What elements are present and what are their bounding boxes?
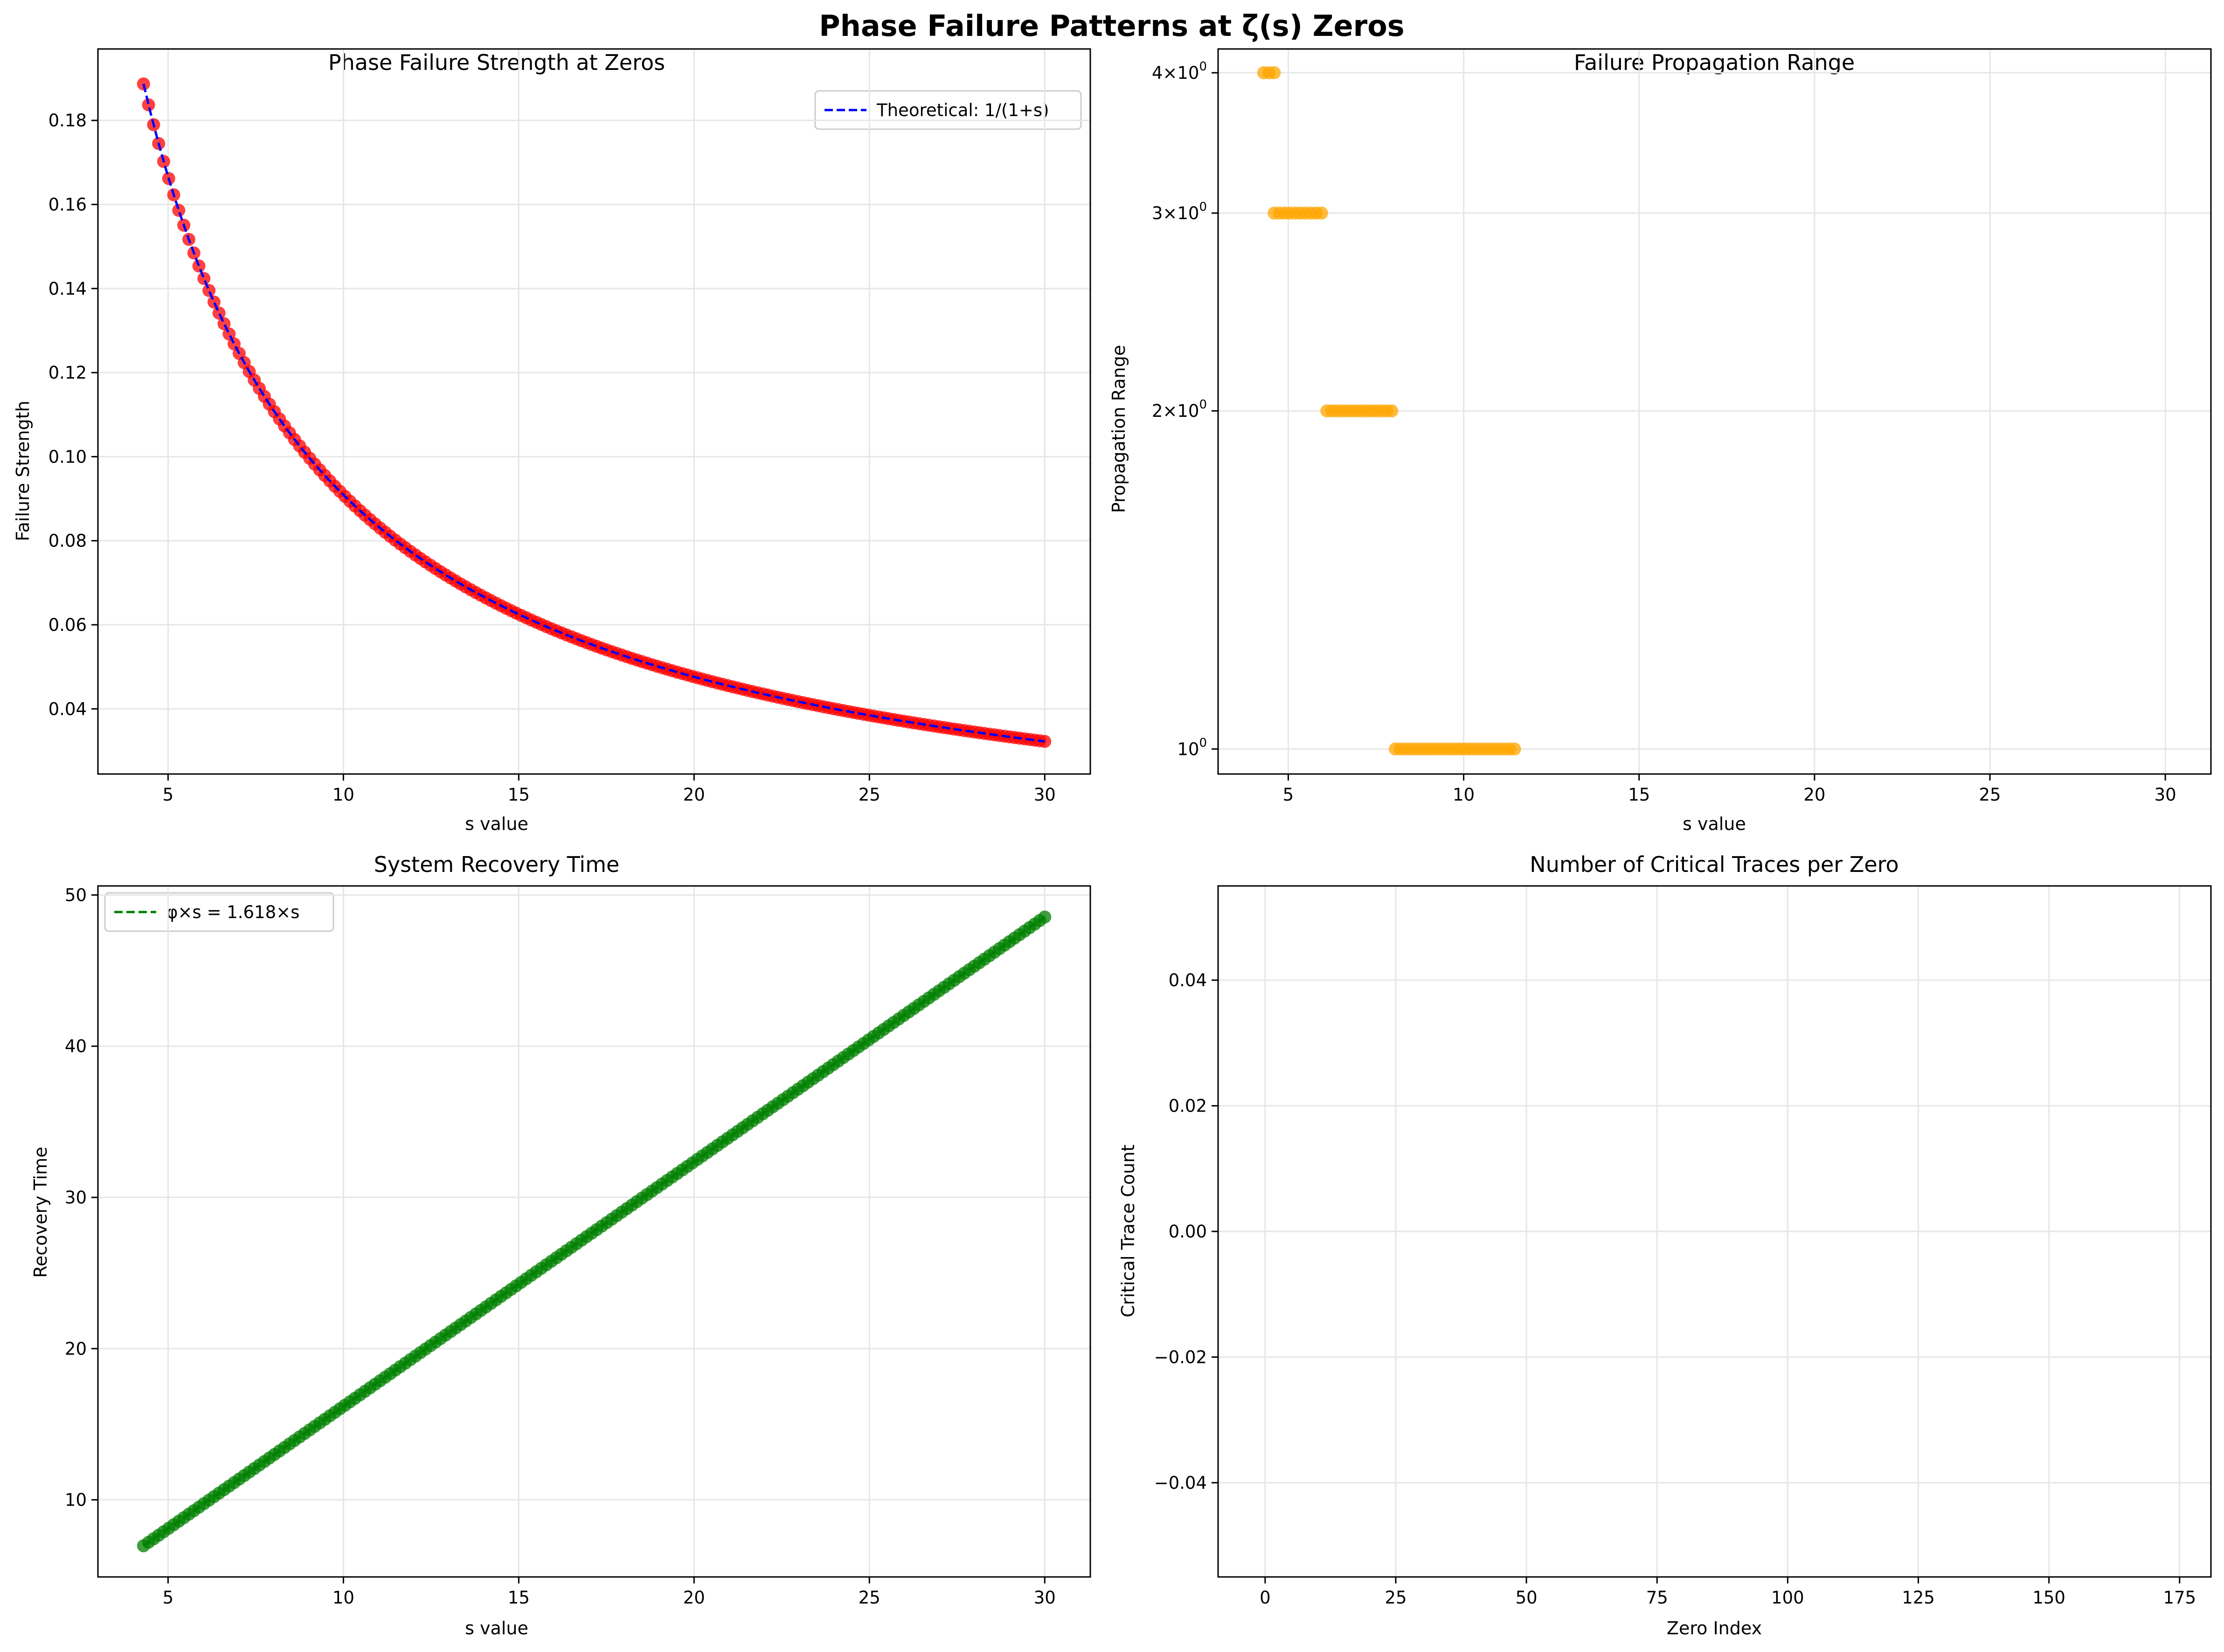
recovery-time-legend: φ×s = 1.618×s [104, 892, 334, 932]
y-tick-label: 0.00 [1169, 1222, 1207, 1242]
x-tick-label: 0 [1260, 1588, 1271, 1608]
failure-strength-ylabel: Failure Strength [13, 401, 33, 541]
x-tick-label: 15 [508, 785, 530, 805]
y-tick-exponent: 0 [1199, 60, 1207, 74]
data-point [1385, 404, 1399, 418]
critical-traces-title: Number of Critical Traces per Zero [1530, 852, 1898, 877]
x-tick-label: 20 [683, 1588, 705, 1608]
recovery-time-ylabel: Recovery Time [30, 1147, 51, 1278]
y-tick-label: −0.04 [1154, 1473, 1207, 1493]
recovery-time-title: System Recovery Time [374, 852, 620, 877]
x-tick-label: 10 [333, 1588, 354, 1608]
y-tick-label: 10 [65, 1490, 87, 1510]
critical-traces-axes: 0 25 50 75 100 125 150 175 −0.04 −0.02 0.00 0.02 0.0… [1154, 885, 2212, 1608]
y-tick-label: 2×100 [1152, 398, 1207, 421]
x-tick-label: 15 [508, 1588, 530, 1608]
y-tick-label: 50 [65, 885, 87, 905]
failure-strength-panel: Phase Failure Strength at Zeros s value … [13, 48, 1091, 834]
y-tick-exponent: 0 [1199, 736, 1207, 750]
x-tick-label: 50 [1516, 1588, 1538, 1608]
propagation-range-title: Failure Propagation Range [1574, 50, 1855, 75]
x-tick-label: 125 [1902, 1588, 1935, 1608]
figure-title: Phase Failure Patterns at ζ(s) Zeros [819, 9, 1404, 43]
x-tick-label: 25 [859, 1588, 880, 1608]
recovery-time-axes: 5 10 15 20 25 30 10 20 30 40 50 [65, 885, 1091, 1608]
y-tick-label: 0.16 [48, 195, 87, 215]
x-tick-label: 30 [1034, 1588, 1056, 1608]
data-point [222, 327, 236, 341]
y-tick-label: 30 [65, 1188, 87, 1208]
x-tick-label: 25 [859, 785, 880, 805]
plot-frame [97, 885, 1091, 1578]
theoretical-curve [142, 83, 1045, 743]
y-tick-label: 0.08 [48, 531, 87, 551]
critical-traces-panel: Number of Critical Traces per Zero Zero … [1118, 852, 2212, 1638]
x-tick-label: 25 [1385, 1588, 1406, 1608]
y-tick-label: 0.14 [48, 279, 87, 299]
x-tick-label: 30 [2155, 785, 2176, 805]
y-tick-label: 0.12 [48, 363, 87, 383]
plot-frame [97, 48, 1091, 775]
y-tick-label: −0.02 [1154, 1347, 1207, 1367]
data-point [212, 306, 226, 320]
critical-traces-ylabel: Critical Trace Count [1118, 1145, 1138, 1318]
y-tick-label: 3×100 [1152, 200, 1207, 223]
data-point [142, 98, 155, 111]
phi-line [143, 916, 1046, 1547]
x-tick-label: 150 [2032, 1588, 2065, 1608]
x-tick-label: 5 [163, 1588, 174, 1608]
y-tick-label: 4×100 [1152, 60, 1207, 83]
y-tick-label: 0.10 [48, 447, 87, 467]
propagation-range-points [1257, 66, 1521, 756]
propagation-range-panel: Failure Propagation Range s value Propag… [1109, 48, 2212, 834]
y-tick-label: 0.06 [48, 615, 87, 635]
data-point [192, 259, 206, 273]
data-point [217, 317, 231, 331]
data-point [197, 272, 211, 285]
y-tick-exponent: 0 [1199, 200, 1207, 214]
y-tick-label: 0.04 [1169, 970, 1207, 990]
recovery-time-panel: System Recovery Time s value Recovery Ti… [30, 852, 1091, 1638]
y-tick-exponent: 0 [1199, 398, 1207, 412]
critical-traces-xlabel: Zero Index [1667, 1618, 1762, 1638]
y-tick-label: 40 [65, 1037, 87, 1057]
legend-frame [814, 90, 1082, 130]
data-point [202, 283, 216, 297]
data-point [1315, 207, 1328, 220]
legend-frame [104, 892, 334, 932]
x-tick-label: 5 [1283, 785, 1294, 805]
x-tick-label: 100 [1771, 1588, 1804, 1608]
data-point [207, 295, 221, 309]
x-tick-label: 20 [1803, 785, 1825, 805]
y-tick-label: 0.02 [1169, 1096, 1207, 1116]
legend-phi-label: φ×s = 1.618×s [166, 902, 299, 922]
propagation-range-xlabel: s value [1683, 814, 1746, 834]
x-tick-label: 30 [1034, 785, 1056, 805]
legend-theoretical-label: Theoretical: 1/(1+s) [876, 100, 1049, 120]
y-tick-label: 0.18 [48, 111, 87, 131]
y-tick-label: 0.04 [48, 699, 87, 719]
failure-strength-xlabel: s value [465, 814, 528, 834]
y-tick-label: 20 [65, 1339, 87, 1359]
propagation-range-ylabel: Propagation Range [1109, 345, 1129, 513]
failure-strength-axes: 5 10 15 20 25 30 0.04 0.06 0.08 0.10 0.12 0.14 0.16 0… [48, 48, 1091, 805]
data-point [1268, 66, 1281, 80]
x-tick-label: 15 [1628, 785, 1650, 805]
recovery-time-xlabel: s value [465, 1618, 528, 1638]
data-point [172, 204, 186, 217]
x-tick-label: 25 [1979, 785, 2001, 805]
x-tick-label: 10 [1453, 785, 1475, 805]
data-point [1508, 742, 1521, 756]
x-tick-label: 20 [683, 785, 705, 805]
x-tick-label: 5 [163, 785, 174, 805]
propagation-range-axes: 5 10 15 20 25 30 100 2×100 3×100 4×100 [1152, 48, 2212, 805]
x-tick-label: 175 [2163, 1588, 2196, 1608]
x-tick-label: 10 [333, 785, 354, 805]
failure-strength-legend: Theoretical: 1/(1+s) [814, 90, 1082, 130]
y-tick-label: 100 [1177, 736, 1207, 759]
x-tick-label: 75 [1646, 1588, 1668, 1608]
failure-strength-title: Phase Failure Strength at Zeros [328, 50, 665, 75]
